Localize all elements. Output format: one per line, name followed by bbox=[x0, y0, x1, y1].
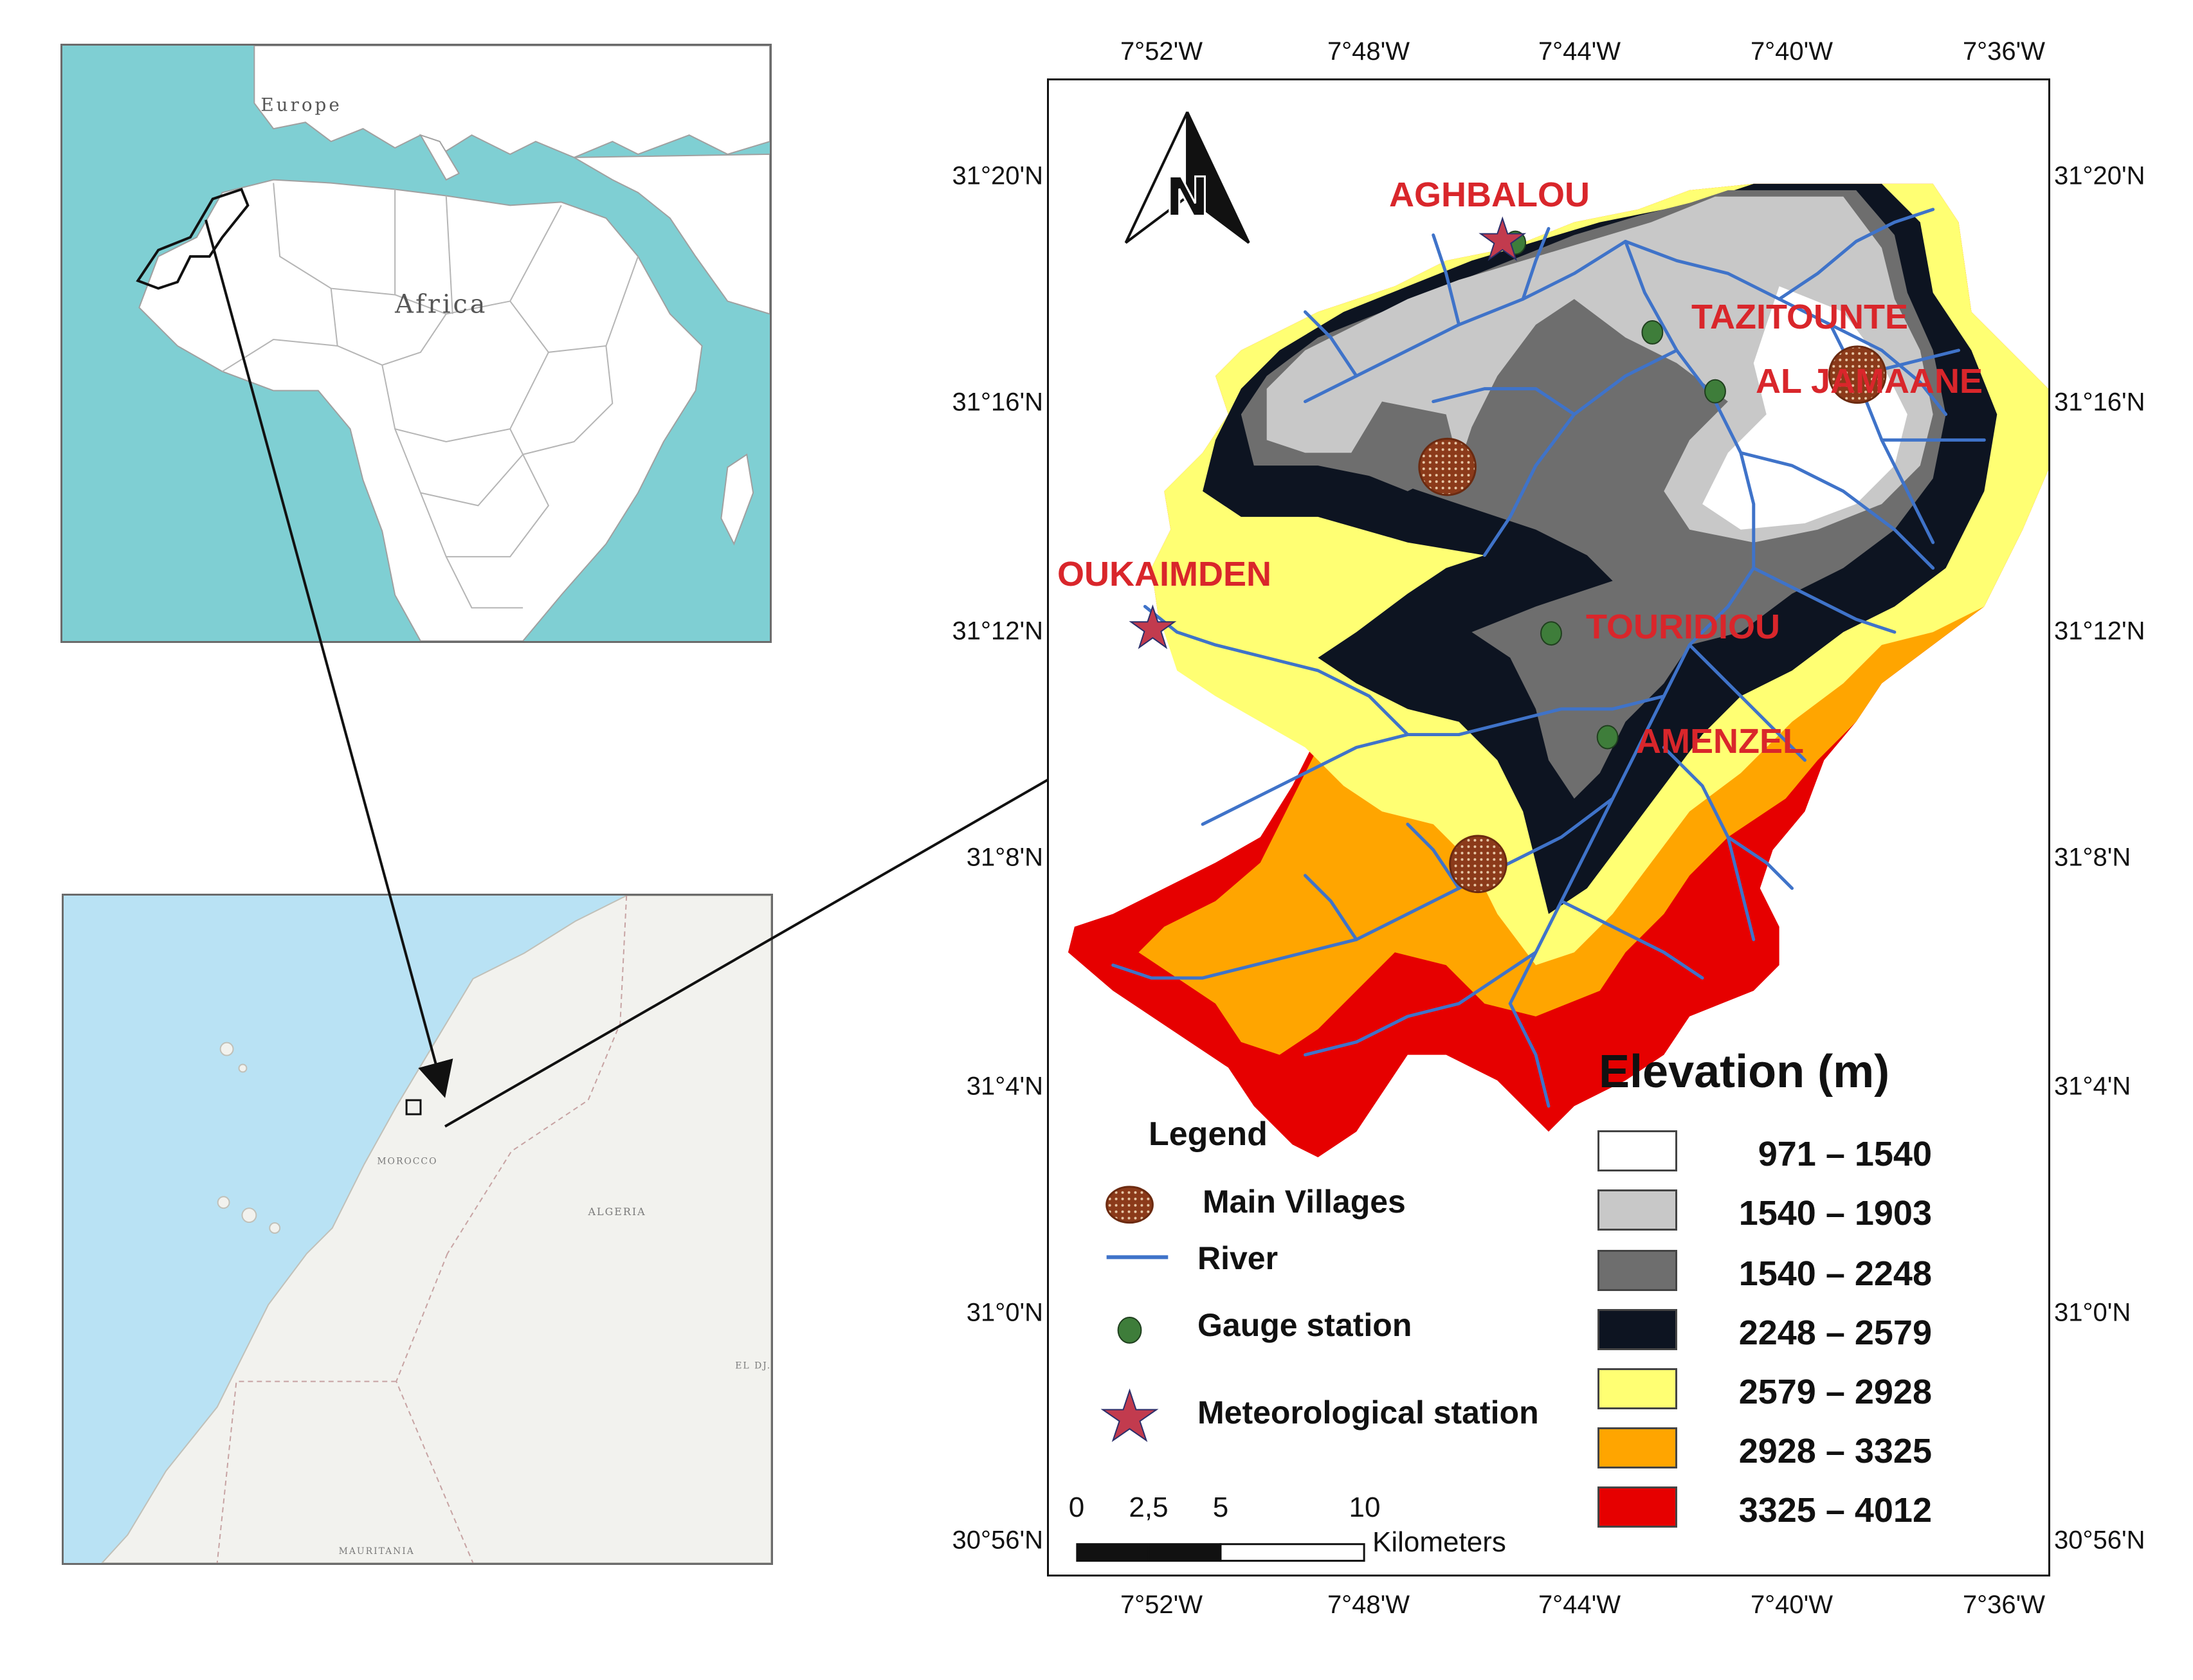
lat-tick-right-1: 31°20'N bbox=[2054, 161, 2145, 190]
elevation-swatch-4 bbox=[1597, 1309, 1677, 1350]
label-al-jamaane: AL JAMAANE bbox=[1756, 362, 1983, 401]
madagascar-landmass bbox=[720, 453, 754, 546]
lon-tick-top-1: 7°52'W bbox=[1120, 37, 1203, 66]
basin-map-svg: N bbox=[1068, 111, 2048, 1562]
middle-east-landmass bbox=[572, 153, 770, 315]
elevation-row-7: 3325 – 4012 bbox=[1597, 1486, 1932, 1530]
algeria-label: ALGERIA bbox=[588, 1206, 646, 1218]
scale-unit: Kilometers bbox=[1372, 1526, 1506, 1558]
lon-tick-top-3: 7°44'W bbox=[1538, 37, 1621, 66]
scale-bar bbox=[1076, 1543, 1365, 1562]
elevation-swatch-2 bbox=[1597, 1189, 1677, 1231]
lat-tick-left-3: 31°12'N bbox=[952, 617, 1043, 646]
lon-tick-bottom-3: 7°44'W bbox=[1538, 1591, 1621, 1619]
gauge-station-amenzel bbox=[1596, 725, 1619, 750]
elevation-swatch-3 bbox=[1597, 1250, 1677, 1291]
gauge-station-tazitounte bbox=[1641, 320, 1664, 345]
scale-tick-10: 10 bbox=[1349, 1492, 1381, 1523]
elevation-label-5: 2579 – 2928 bbox=[1738, 1373, 1932, 1411]
italy-landmass bbox=[419, 134, 460, 181]
scale-tick-2-5: 2,5 bbox=[1129, 1492, 1169, 1523]
village-marker-south bbox=[1449, 835, 1507, 894]
elevation-swatch-7 bbox=[1597, 1486, 1677, 1528]
elevation-label-1: 971 – 1540 bbox=[1758, 1135, 1932, 1173]
elevation-row-1: 971 – 1540 bbox=[1597, 1130, 1932, 1173]
elevation-swatch-6 bbox=[1597, 1427, 1677, 1468]
gauge-station-touridiou bbox=[1540, 621, 1562, 646]
lon-tick-bottom-4: 7°40'W bbox=[1750, 1591, 1834, 1619]
lon-tick-top-2: 7°48'W bbox=[1327, 37, 1410, 66]
legend-title: Legend bbox=[1149, 1115, 1268, 1153]
village-marker-center bbox=[1418, 437, 1477, 496]
label-amenzel: AMENZEL bbox=[1636, 722, 1804, 761]
legend-item-river: River bbox=[1197, 1240, 1278, 1276]
europe-label: Europe bbox=[260, 94, 342, 115]
lat-tick-left-2: 31°16'N bbox=[952, 388, 1043, 417]
morocco-map-svg: MOROCCO ALGERIA MAURITANIA EL DJ... bbox=[64, 896, 771, 1563]
light-grey-patch bbox=[1382, 337, 1498, 415]
scale-tick-5: 5 bbox=[1212, 1492, 1229, 1523]
lon-tick-bottom-2: 7°48'W bbox=[1327, 1591, 1410, 1619]
star-icon bbox=[1100, 1388, 1159, 1442]
lon-tick-bottom-1: 7°52'W bbox=[1120, 1591, 1203, 1619]
africa-label: Africa bbox=[394, 289, 487, 319]
elevation-row-6: 2928 – 3325 bbox=[1597, 1427, 1932, 1470]
label-tazitounte: TAZITOUNTE bbox=[1691, 298, 1908, 336]
lat-tick-right-5: 31°4'N bbox=[2054, 1072, 2131, 1101]
met-station-aghbalou bbox=[1479, 216, 1527, 261]
elevation-label-6: 2928 – 3325 bbox=[1738, 1432, 1932, 1470]
scale-tick-0: 0 bbox=[1068, 1492, 1085, 1523]
morocco-label: MOROCCO bbox=[377, 1157, 437, 1167]
world-inset-map: Europe Africa bbox=[60, 44, 772, 643]
lon-tick-top-5: 7°36'W bbox=[1962, 37, 2046, 66]
lat-tick-left-1: 31°20'N bbox=[952, 161, 1043, 190]
morocco-inset-map: MOROCCO ALGERIA MAURITANIA EL DJ... bbox=[62, 894, 773, 1565]
elevation-legend-title: Elevation (m) bbox=[1599, 1046, 1890, 1097]
label-touridiou: TOURIDIOU bbox=[1586, 608, 1781, 646]
met-station-oukaimden bbox=[1129, 604, 1177, 649]
elevation-swatch-5 bbox=[1597, 1368, 1677, 1409]
elevation-label-3: 1540 – 2248 bbox=[1738, 1254, 1932, 1293]
lat-tick-right-7: 30°56'N bbox=[2054, 1526, 2145, 1555]
study-area-box bbox=[405, 1099, 422, 1115]
lat-tick-right-4: 31°8'N bbox=[2054, 843, 2131, 872]
elevation-row-4: 2248 – 2579 bbox=[1597, 1309, 1932, 1352]
elevation-label-4: 2248 – 2579 bbox=[1738, 1314, 1932, 1352]
gauge-station-al-jamaane bbox=[1704, 379, 1726, 404]
elevation-label-7: 3325 – 4012 bbox=[1738, 1491, 1932, 1530]
gauge-dot-icon bbox=[1117, 1317, 1142, 1344]
legend-item-main-villages: Main Villages bbox=[1203, 1184, 1406, 1220]
lat-tick-right-2: 31°16'N bbox=[2054, 388, 2145, 417]
elevation-row-5: 2579 – 2928 bbox=[1597, 1368, 1932, 1411]
lat-tick-right-3: 31°12'N bbox=[2054, 617, 2145, 646]
north-arrow: N bbox=[1124, 111, 1250, 244]
europe-landmass bbox=[253, 46, 770, 158]
north-letter: N bbox=[1165, 166, 1210, 229]
el-djouf-label: EL DJ... bbox=[735, 1361, 771, 1371]
lat-tick-left-7: 30°56'N bbox=[952, 1526, 1043, 1555]
label-oukaimden: OUKAIMDEN bbox=[1057, 555, 1271, 593]
lat-tick-left-5: 31°4'N bbox=[966, 1072, 1043, 1101]
world-map-svg: Europe Africa bbox=[62, 46, 770, 641]
mauritania-label: MAURITANIA bbox=[339, 1546, 415, 1557]
elevation-row-2: 1540 – 1903 bbox=[1597, 1189, 1932, 1233]
village-icon bbox=[1106, 1186, 1154, 1224]
legend-item-meteorological-station: Meteorological station bbox=[1197, 1395, 1539, 1431]
main-elevation-map: N bbox=[1047, 78, 2050, 1576]
elevation-swatch-1 bbox=[1597, 1130, 1677, 1171]
lat-tick-left-4: 31°8'N bbox=[966, 843, 1043, 872]
label-aghbalou: AGHBALOU bbox=[1389, 176, 1590, 214]
legend-item-gauge-station: Gauge station bbox=[1197, 1307, 1412, 1343]
lon-tick-bottom-5: 7°36'W bbox=[1962, 1591, 2046, 1619]
lat-tick-left-6: 31°0'N bbox=[966, 1298, 1043, 1327]
elevation-label-2: 1540 – 1903 bbox=[1738, 1194, 1932, 1233]
lat-tick-right-6: 31°0'N bbox=[2054, 1298, 2131, 1327]
lon-tick-top-4: 7°40'W bbox=[1750, 37, 1834, 66]
village-marker-east bbox=[1828, 345, 1887, 404]
elevation-row-3: 1540 – 2248 bbox=[1597, 1250, 1932, 1293]
